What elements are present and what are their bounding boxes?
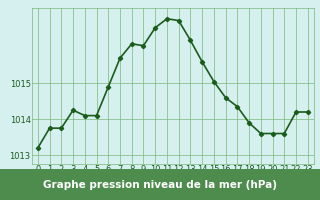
Text: Graphe pression niveau de la mer (hPa): Graphe pression niveau de la mer (hPa) [43,180,277,190]
